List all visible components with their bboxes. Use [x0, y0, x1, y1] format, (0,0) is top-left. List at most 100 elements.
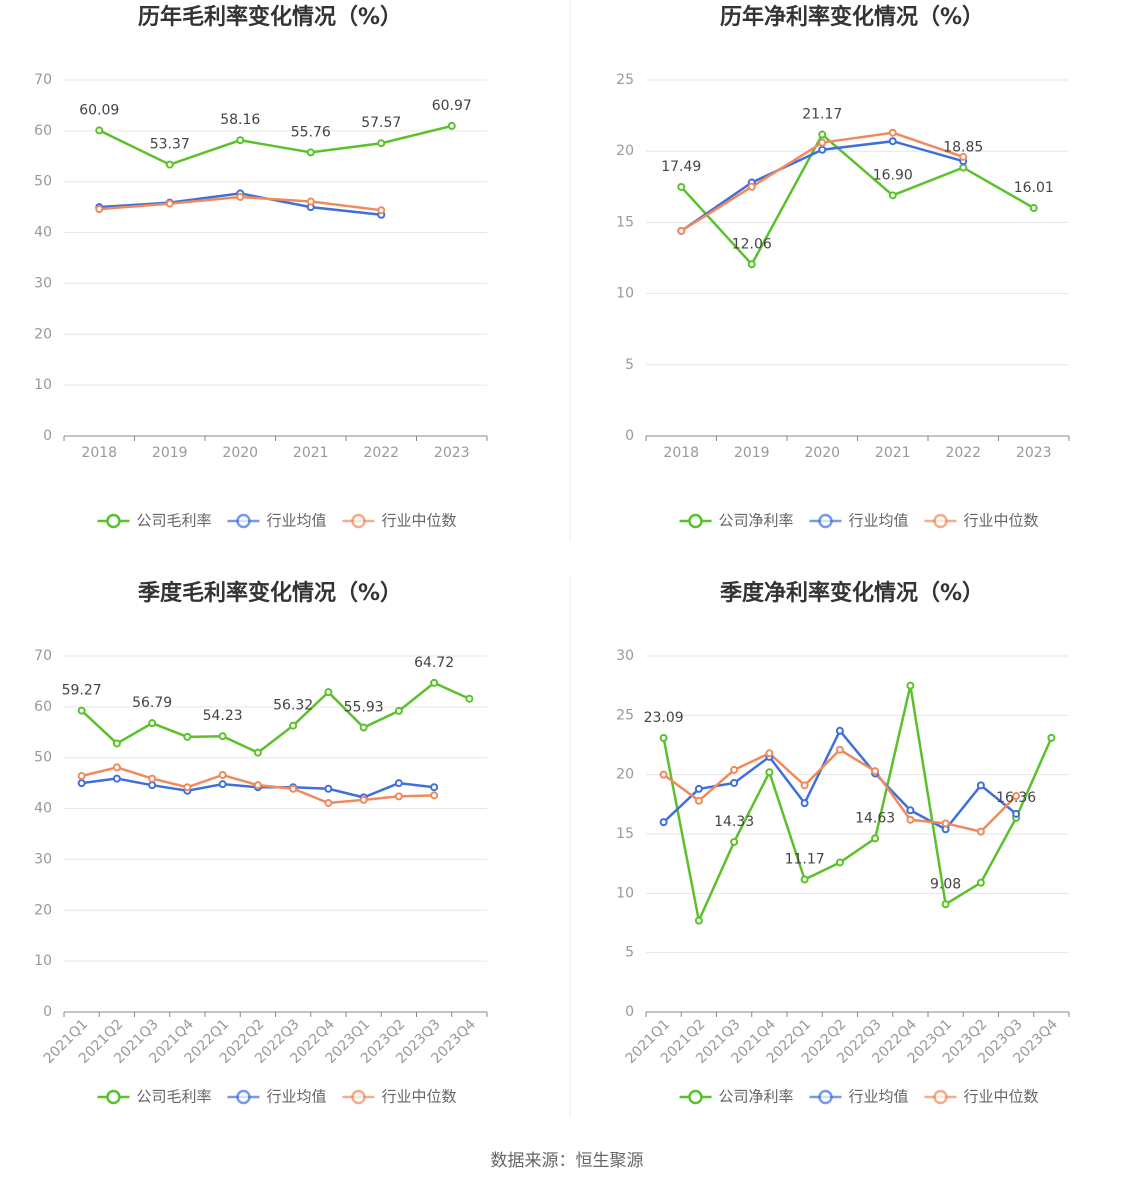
- point: [677, 226, 686, 235]
- point: [818, 145, 827, 154]
- point: [976, 827, 985, 836]
- value-label: 12.06: [732, 236, 772, 252]
- point: [747, 182, 756, 191]
- point: [1012, 792, 1021, 801]
- x-tick-label: 2019: [152, 445, 188, 461]
- point: [289, 721, 298, 730]
- value-label: 16.90: [873, 167, 913, 183]
- point: [694, 796, 703, 805]
- point: [183, 783, 192, 792]
- point: [165, 199, 174, 208]
- point: [148, 781, 157, 790]
- value-label: 60.97: [432, 98, 472, 114]
- value-label: 60.09: [79, 102, 119, 118]
- point: [77, 772, 86, 781]
- chart-title: 历年毛利率变化情况（%）: [138, 4, 402, 30]
- point: [324, 688, 333, 697]
- point: [430, 678, 439, 687]
- chart-panel: 季度毛利率变化情况（%）0102030405060702021Q12021Q22…: [34, 580, 488, 1106]
- legend: 公司毛利率 行业均值 行业中位数: [97, 1088, 457, 1106]
- point: [112, 739, 121, 748]
- legend-label: 行业均值: [848, 512, 908, 530]
- point: [218, 771, 227, 780]
- point: [1012, 809, 1021, 818]
- point: [77, 706, 86, 715]
- x-tick-label: 2022: [945, 445, 981, 461]
- x-tick-label: 2018: [81, 445, 117, 461]
- point: [730, 778, 739, 787]
- x-tick-label: 2020: [222, 445, 258, 461]
- value-label: 11.17: [785, 851, 825, 867]
- legend-marker: [818, 513, 833, 529]
- point: [906, 815, 915, 824]
- value-label: 57.57: [361, 115, 401, 131]
- x-tick-label: 2019: [734, 445, 770, 461]
- point: [95, 205, 104, 214]
- legend-label: 公司净利率: [718, 512, 793, 530]
- y-tick-label: 30: [34, 851, 52, 867]
- point: [377, 206, 386, 215]
- series-line: [680, 132, 1035, 267]
- point: [165, 160, 174, 169]
- value-label: 54.23: [203, 708, 243, 724]
- x-tick-label: 2020: [804, 445, 840, 461]
- chart-title: 季度毛利率变化情况（%）: [138, 580, 402, 606]
- point: [871, 834, 880, 843]
- y-tick-label: 15: [616, 214, 634, 230]
- y-tick-label: 10: [616, 885, 634, 901]
- point: [253, 748, 262, 757]
- x-tick-label: 2021: [293, 445, 329, 461]
- point: [888, 128, 897, 137]
- legend-marker: [933, 1089, 948, 1105]
- y-tick-label: 50: [34, 750, 52, 766]
- legend-label: 行业中位数: [382, 512, 457, 530]
- point: [871, 767, 880, 776]
- y-tick-label: 60: [34, 699, 52, 715]
- point: [959, 152, 968, 161]
- point: [835, 745, 844, 754]
- legend-label: 行业均值: [848, 1088, 908, 1106]
- legend-label: 公司毛利率: [136, 512, 211, 530]
- legend: 公司净利率 行业均值 行业中位数: [679, 1088, 1039, 1106]
- legend-label: 行业中位数: [964, 512, 1039, 530]
- point: [1029, 204, 1038, 213]
- point: [183, 732, 192, 741]
- legend-marker: [106, 513, 121, 529]
- value-label: 9.08: [930, 876, 961, 892]
- point: [800, 781, 809, 790]
- point: [694, 784, 703, 793]
- point: [324, 798, 333, 807]
- point: [465, 694, 474, 703]
- point: [694, 916, 703, 925]
- legend-label: 行业均值: [266, 1088, 326, 1106]
- point: [659, 770, 668, 779]
- point: [148, 774, 157, 783]
- point: [677, 182, 686, 191]
- value-label: 58.16: [220, 112, 260, 128]
- y-tick-label: 70: [34, 72, 52, 88]
- y-tick-label: 40: [34, 225, 52, 241]
- chart-panel: 历年毛利率变化情况（%） 0 10 20 30 40 50 60 70 2018 2019 2020 2…: [34, 4, 488, 530]
- point: [253, 781, 262, 790]
- value-label: 64.72: [414, 655, 454, 671]
- value-label: 55.93: [344, 700, 384, 716]
- value-label: 14.63: [855, 810, 895, 826]
- point: [976, 781, 985, 790]
- legend-marker: [236, 1089, 251, 1105]
- point: [394, 779, 403, 788]
- y-tick-label: 0: [43, 428, 52, 444]
- chart-panel: 历年净利率变化情况（%） 0 5 10 15 20 25 2018 2019 2020 2021 20…: [616, 4, 1070, 530]
- y-tick-label: 40: [34, 801, 52, 817]
- point: [394, 792, 403, 801]
- y-tick-label: 0: [43, 1004, 52, 1020]
- y-tick-label: 25: [616, 707, 634, 723]
- y-tick-label: 60: [34, 123, 52, 139]
- y-tick-label: 15: [616, 826, 634, 842]
- point: [730, 765, 739, 774]
- point: [77, 779, 86, 788]
- y-tick-label: 10: [34, 953, 52, 969]
- series-line: [80, 681, 470, 755]
- point: [1047, 733, 1056, 742]
- point: [218, 780, 227, 789]
- y-tick-label: 0: [625, 428, 634, 444]
